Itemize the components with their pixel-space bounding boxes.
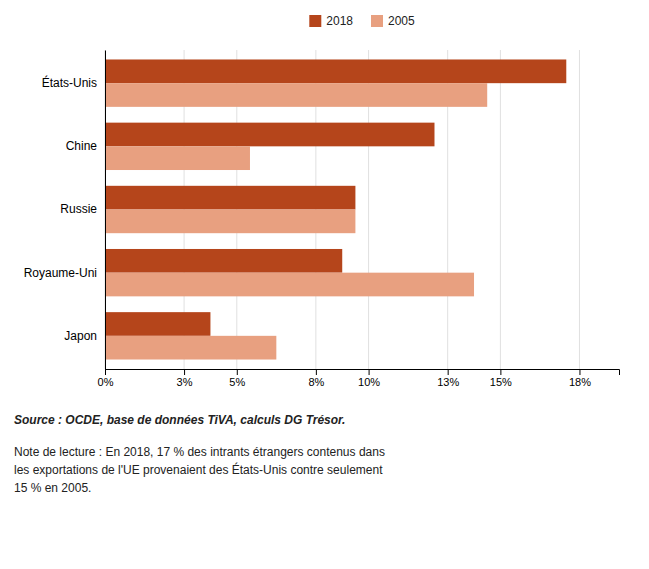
tick: États-Unis: [42, 75, 105, 90]
tick-label: 8%: [308, 376, 324, 388]
legend-item: 2005: [371, 14, 415, 28]
tick: 15%: [490, 369, 512, 388]
bar: [105, 312, 210, 336]
bars: [105, 59, 566, 359]
bar: [105, 210, 355, 234]
tick: 8%: [308, 369, 324, 388]
bar-series: [105, 59, 566, 335]
grid-line: [105, 50, 106, 369]
bar: [105, 273, 474, 297]
tick: Russie: [60, 202, 105, 216]
bar: [105, 186, 355, 210]
tick-label: États-Unis: [42, 75, 97, 90]
tick: Chine: [66, 139, 105, 153]
tick-label: 15%: [490, 376, 512, 388]
bar: [105, 146, 250, 170]
tick-label: Russie: [60, 202, 97, 216]
legend-swatch: [309, 15, 321, 27]
x-axis: 0% 3% 5% 8% 10% 13% 15% 18%: [98, 369, 620, 388]
chart: 0% 3% 5% 8% 10% 13% 15% 18% États-Unis Chine Russi…: [0, 0, 649, 569]
tick-mark: [369, 369, 370, 375]
y-axis: États-Unis Chine Russie Royaume-Uni Japon: [24, 51, 106, 370]
tick-label: 10%: [358, 376, 380, 388]
legend-swatch: [371, 15, 383, 27]
tick-label: 0%: [98, 376, 114, 388]
tick-mark: [448, 369, 449, 375]
bar: [105, 336, 276, 360]
tick-label: Royaume-Uni: [24, 266, 97, 280]
bar: [105, 59, 566, 83]
axis-domain: [105, 51, 106, 370]
annotations: Source : OCDE, base de données TiVA, cal…: [14, 413, 385, 495]
tick: 10%: [358, 369, 380, 388]
tick-label: 3%: [177, 376, 193, 388]
legend-label: 2018: [326, 14, 353, 28]
tick: 13%: [437, 369, 459, 388]
legend: 2018 2005: [309, 14, 415, 28]
tick: Royaume-Uni: [24, 266, 105, 280]
grid-line: [579, 50, 580, 369]
tick: Japon: [64, 329, 105, 343]
legend-label: 2005: [388, 14, 415, 28]
tick-label: 18%: [569, 376, 591, 388]
tick: 0%: [98, 369, 114, 388]
note: Note de lecture : En 2018, 17 % des intr…: [14, 445, 385, 495]
tick: 3%: [177, 369, 193, 388]
grid-line: [500, 50, 501, 369]
tick-mark: [579, 369, 580, 375]
bar-series: [105, 83, 487, 359]
tick-label: 13%: [437, 376, 459, 388]
bar: [105, 83, 487, 107]
tick-mark: [105, 369, 106, 375]
bar: [105, 123, 434, 147]
tick: 5%: [229, 369, 245, 388]
tick-label: Chine: [66, 139, 98, 153]
source: Source : OCDE, base de données TiVA, cal…: [14, 413, 345, 427]
axis-domain: [106, 370, 620, 376]
tick-label: 5%: [229, 376, 245, 388]
tick-mark: [500, 369, 501, 375]
bar: [105, 249, 342, 273]
tick-mark: [316, 369, 317, 375]
tick-label: Japon: [64, 329, 97, 343]
grid: [105, 50, 579, 369]
plot: 0% 3% 5% 8% 10% 13% 15% 18% États-Unis Chine Russi…: [24, 50, 620, 388]
tick-mark: [237, 369, 238, 375]
tick: 18%: [569, 369, 591, 388]
tick-mark: [184, 369, 185, 375]
legend-item: 2018: [309, 14, 353, 28]
